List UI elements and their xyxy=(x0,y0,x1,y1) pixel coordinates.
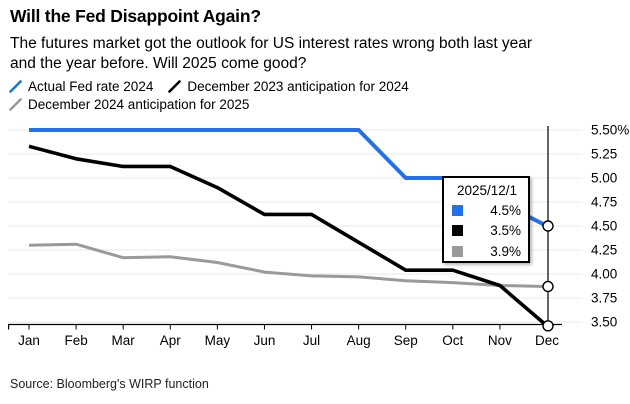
series-line-2 xyxy=(28,144,549,328)
tooltip-date: 2025/12/1 xyxy=(457,183,518,198)
tooltip-row-dec-2024-anticipation: 3.9% xyxy=(450,241,522,262)
source-note: Source: Bloomberg's WIRP function xyxy=(10,377,209,391)
tooltip-swatch-icon xyxy=(452,204,463,216)
line-swatch-icon xyxy=(168,79,182,93)
y-tick-label: 4.25 xyxy=(591,243,617,258)
chart-header: Will the Fed Disappoint Again? The futur… xyxy=(10,6,622,74)
x-tick-label: Mar xyxy=(112,333,136,348)
y-tick-label: 5.50% xyxy=(591,123,629,138)
y-tick-label: 3.75 xyxy=(591,291,617,306)
tooltip-value: 3.5% xyxy=(490,223,521,239)
chart-plot-area[interactable]: 5.50% 5.25 5.00 4.75 4.50 4.25 4.00 3.75 3.50 Jan… xyxy=(0,116,630,362)
x-tick-label: Jul xyxy=(303,333,320,348)
page-title: Will the Fed Disappoint Again? xyxy=(10,6,261,26)
legend-item-dec-2023-anticipation[interactable]: December 2023 anticipation for 2024 xyxy=(168,78,409,94)
line-swatch-icon xyxy=(9,79,22,93)
legend-label: December 2024 anticipation for 2025 xyxy=(28,96,250,112)
series-line-3 xyxy=(28,242,548,288)
x-tick-label: Aug xyxy=(347,333,371,348)
tooltip-value: 3.9% xyxy=(490,243,521,259)
subtitle-line-2: and the year before. Will 2025 come good… xyxy=(10,55,307,72)
x-tick-label: Dec xyxy=(535,333,559,348)
legend-item-actual-fed-rate-2024[interactable]: Actual Fed rate 2024 xyxy=(9,78,153,94)
y-tick-label: 4.00 xyxy=(591,267,617,282)
line-swatch-icon xyxy=(9,97,22,111)
x-tick-label: Nov xyxy=(488,333,512,348)
x-tick-label: Feb xyxy=(64,333,87,348)
x-tick-label: Apr xyxy=(160,333,182,348)
tooltip-value: 4.5% xyxy=(490,202,521,218)
tooltip-swatch-icon xyxy=(452,245,463,257)
end-marker[interactable] xyxy=(542,320,554,332)
x-tick-label: Oct xyxy=(442,333,463,348)
tooltip: 2025/12/1 4.5% 3.5% 3.9% xyxy=(442,176,530,263)
end-marker[interactable] xyxy=(542,220,554,232)
tooltip-row-dec-2023-anticipation: 3.5% xyxy=(450,221,522,242)
x-tick-label: Jun xyxy=(254,333,276,348)
legend-item-dec-2024-anticipation[interactable]: December 2024 anticipation for 2025 xyxy=(9,96,249,112)
y-tick-label: 5.00 xyxy=(591,171,617,186)
x-tick-label: Jan xyxy=(18,333,40,348)
subtitle-line-1: The futures market got the outlook for U… xyxy=(10,35,533,52)
tooltip-row-actual-fed-rate: 4.5% xyxy=(450,200,522,221)
tooltip-swatch-icon xyxy=(452,225,463,237)
legend: Actual Fed rate 2024 December 2023 antic… xyxy=(9,78,623,112)
y-tick-label: 4.50 xyxy=(591,219,617,234)
end-marker[interactable] xyxy=(542,280,554,293)
x-tick-label: Sep xyxy=(394,333,418,348)
y-tick-label: 5.25 xyxy=(591,147,617,162)
legend-label: December 2023 anticipation for 2024 xyxy=(187,78,409,94)
y-tick-label: 3.50 xyxy=(591,315,617,330)
x-tick-label: May xyxy=(205,333,231,348)
y-tick-label: 4.75 xyxy=(591,195,617,210)
legend-label: Actual Fed rate 2024 xyxy=(28,78,154,94)
chart-subtitle: The futures market got the outlook for U… xyxy=(10,34,622,74)
